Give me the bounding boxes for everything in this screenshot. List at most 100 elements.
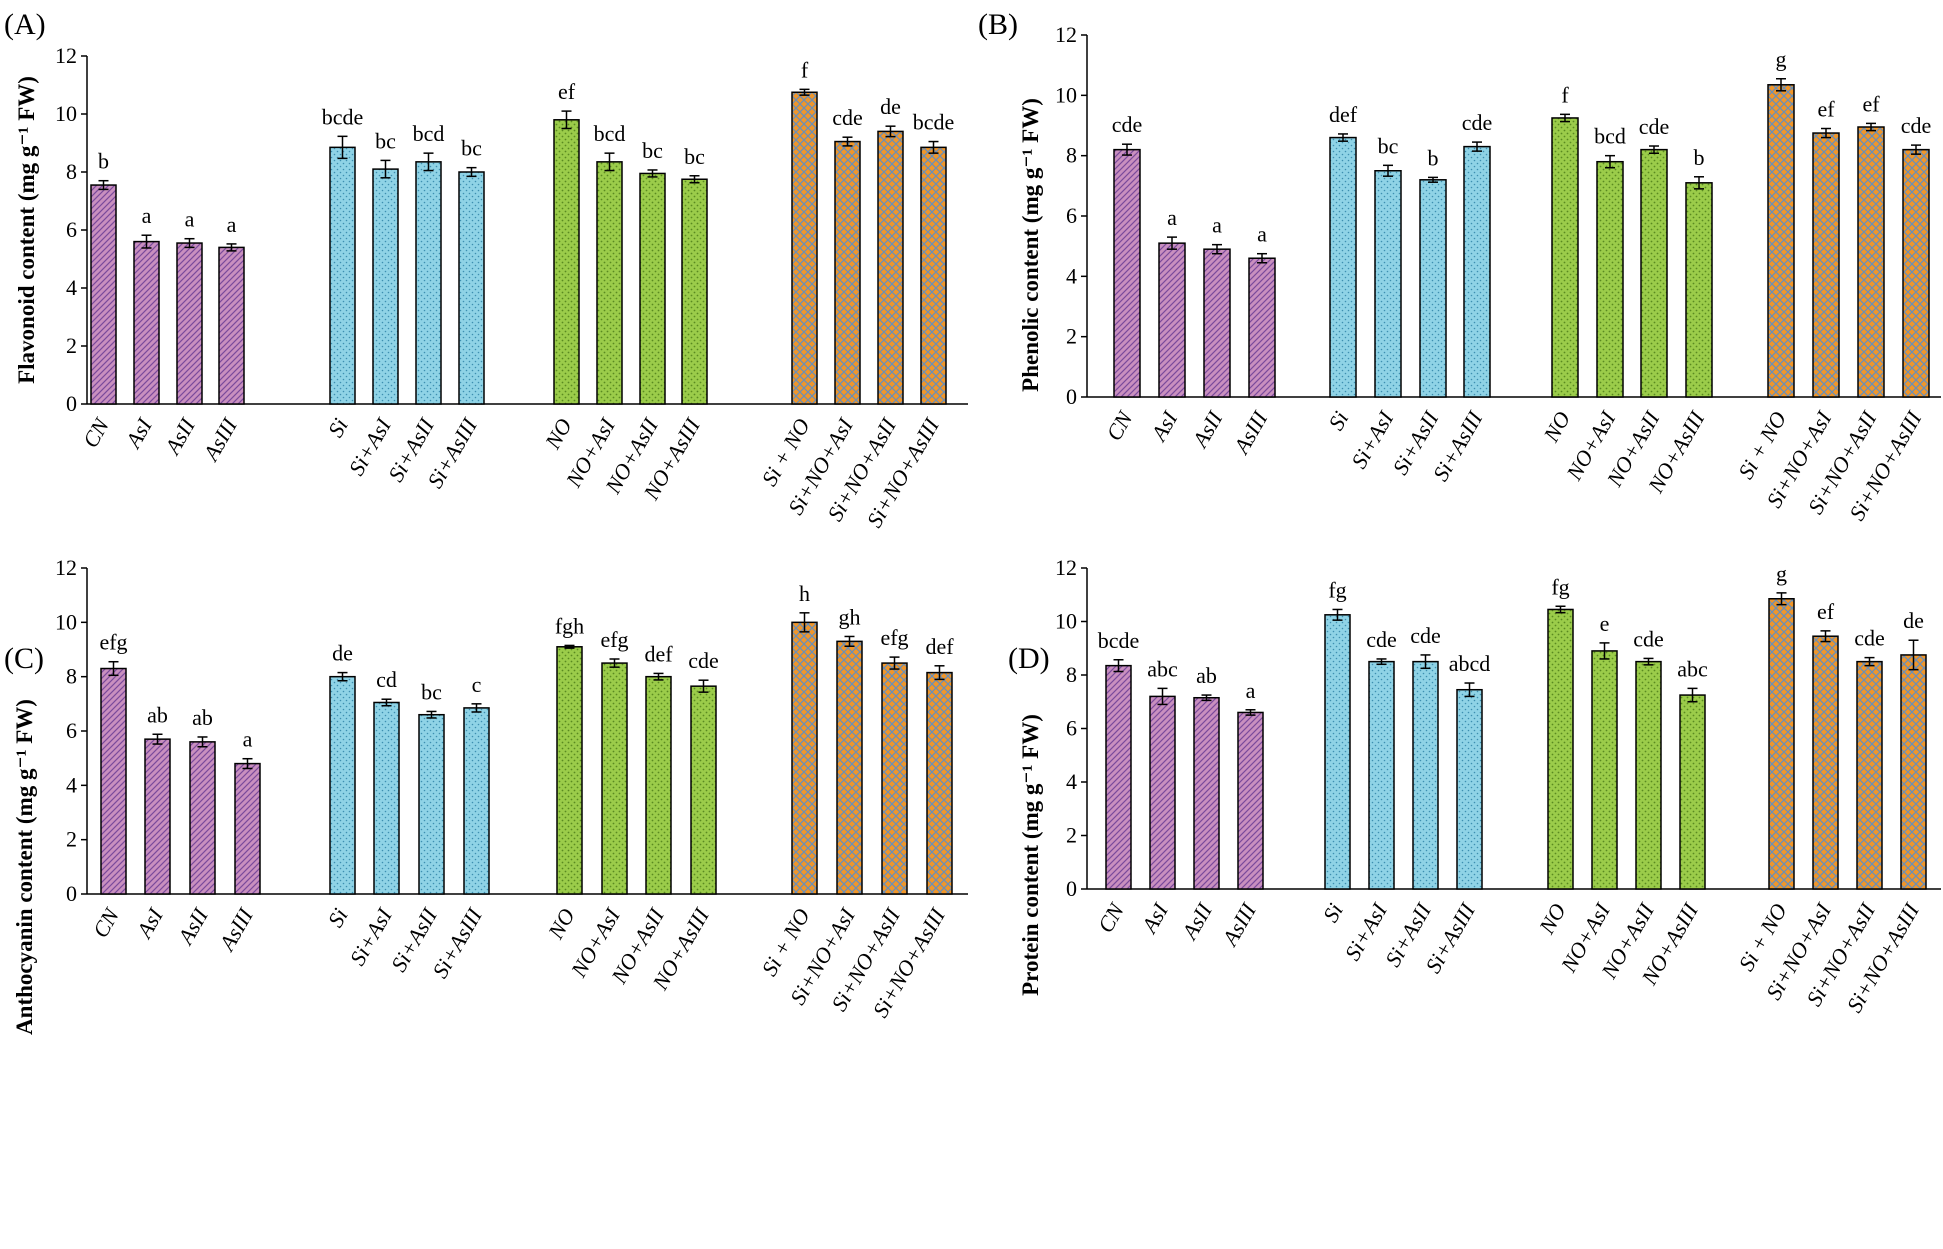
- significance-label: bcd: [413, 121, 445, 146]
- significance-label: a: [185, 207, 195, 232]
- y-tick-label: 12: [1055, 22, 1077, 47]
- category-label: CN: [87, 903, 124, 942]
- bar: [1193, 696, 1220, 890]
- significance-label: cde: [1112, 112, 1143, 137]
- category-label: Si: [1318, 899, 1348, 926]
- significance-label: h: [799, 581, 810, 606]
- y-tick-label: 4: [66, 275, 77, 300]
- y-tick-label: 2: [1066, 823, 1077, 848]
- significance-label: cde: [832, 105, 863, 130]
- bar: [1329, 136, 1357, 398]
- category-label: AsII: [172, 903, 214, 950]
- bar: [1419, 179, 1447, 398]
- y-tick-label: 6: [66, 718, 77, 743]
- y-tick-label: 6: [1066, 716, 1077, 741]
- y-tick-label: 12: [55, 43, 77, 68]
- y-tick-label: 10: [55, 609, 77, 634]
- significance-label: ef: [558, 79, 576, 104]
- y-axis-title: Flavonoid content (mg g⁻¹ FW): [14, 76, 39, 384]
- significance-label: bc: [421, 679, 442, 704]
- bar: [1596, 160, 1624, 398]
- y-tick-label: 6: [1066, 203, 1077, 228]
- y-tick-label: 8: [1066, 662, 1077, 687]
- category-label: AsII: [159, 413, 201, 460]
- significance-label: c: [472, 672, 482, 697]
- bar: [1547, 608, 1574, 890]
- significance-label: def: [925, 634, 954, 659]
- bar: [1685, 182, 1713, 398]
- category-label: CN: [1101, 406, 1138, 445]
- bar: [176, 242, 203, 405]
- significance-label: g: [1776, 47, 1787, 72]
- category-label: Si: [323, 414, 353, 441]
- bar: [791, 621, 818, 895]
- category-label: AsI: [1145, 406, 1183, 447]
- category-label: AsIII: [197, 413, 242, 467]
- panel-d-protein: (D) Protein content (mg g⁻¹ FW) 0 2 4 6 8 10 1…: [1008, 555, 1941, 1017]
- category-label: AsI: [1136, 898, 1174, 939]
- category-label: NO: [1538, 407, 1575, 447]
- y-tick-label: 0: [66, 881, 77, 906]
- y-tick-label: 12: [1055, 555, 1077, 580]
- significance-label: ef: [1817, 599, 1835, 624]
- bar: [1463, 145, 1491, 398]
- bar: [920, 146, 947, 405]
- category-label: Si: [1323, 407, 1353, 434]
- significance-label: de: [332, 641, 353, 666]
- bar: [1640, 148, 1668, 398]
- panel-label: (A): [4, 8, 46, 41]
- significance-label: ab: [192, 705, 213, 730]
- bar: [1158, 242, 1186, 398]
- bar: [463, 707, 490, 895]
- y-tick-label: 10: [55, 101, 77, 126]
- bar: [836, 640, 863, 895]
- y-tick-label: 0: [1066, 384, 1077, 409]
- y-tick-label: 12: [55, 555, 77, 580]
- bar: [601, 662, 628, 895]
- significance-label: ef: [1817, 97, 1835, 122]
- bar: [90, 184, 117, 405]
- significance-label: bc: [461, 136, 482, 161]
- bar: [1635, 660, 1662, 890]
- bar: [877, 130, 904, 405]
- bar: [1203, 248, 1231, 398]
- bar: [553, 119, 580, 405]
- panel-label: (B): [978, 8, 1018, 41]
- significance-label: ef: [1862, 91, 1880, 116]
- bar: [144, 738, 171, 895]
- bar: [100, 667, 127, 895]
- significance-label: f: [801, 57, 809, 82]
- significance-label: abcd: [1449, 651, 1491, 676]
- significance-label: g: [1776, 561, 1787, 586]
- bar: [556, 646, 583, 895]
- significance-label: cde: [1639, 114, 1670, 139]
- significance-label: bcd: [594, 121, 626, 146]
- significance-label: de: [880, 94, 901, 119]
- significance-label: a: [1257, 222, 1267, 247]
- significance-label: e: [1600, 611, 1610, 636]
- significance-label: a: [227, 212, 237, 237]
- y-tick-label: 6: [66, 217, 77, 242]
- significance-label: cde: [1854, 626, 1885, 651]
- y-axis-title: Protein content (mg g⁻¹ FW): [1018, 714, 1043, 996]
- bar: [834, 140, 861, 405]
- bar: [1591, 650, 1618, 890]
- bar: [1248, 257, 1276, 398]
- bar: [1105, 664, 1132, 890]
- category-label: CN: [77, 413, 114, 452]
- significance-label: cd: [376, 667, 397, 692]
- bar: [1856, 660, 1883, 890]
- bar: [596, 161, 623, 405]
- category-label: AsIII: [213, 903, 258, 957]
- category-label: AsIII: [1228, 406, 1273, 460]
- significance-label: cde: [1462, 110, 1493, 135]
- plot-area: 024681012bCNaAsIaAsIIaAsIIIbcdeSibcSi+As…: [55, 43, 968, 532]
- bar: [234, 762, 261, 895]
- bar: [189, 741, 216, 895]
- bar: [690, 685, 717, 895]
- significance-label: cde: [1901, 113, 1932, 138]
- bar: [1902, 148, 1930, 398]
- bar: [373, 701, 400, 895]
- bar: [1113, 148, 1141, 398]
